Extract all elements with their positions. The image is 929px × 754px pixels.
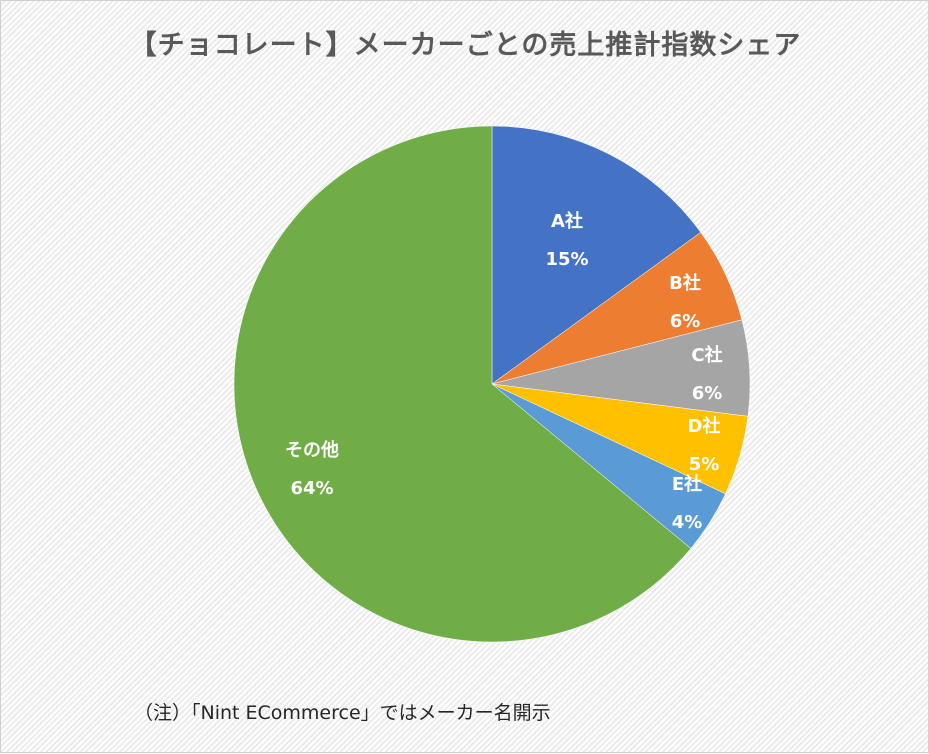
slice-label-category: E社: [672, 473, 702, 495]
slice-label-category: C社: [691, 344, 722, 366]
slice-label-percent: 6%: [670, 311, 701, 332]
slice-label-category: B社: [669, 272, 701, 294]
chart-title: 【チョコレート】メーカーごとの売上推計指数シェア: [129, 30, 802, 61]
slice-label-percent: 64%: [290, 478, 333, 499]
footnote: （注）「Nint ECommerce」ではメーカー名開示: [134, 702, 551, 724]
slice-label-percent: 15%: [545, 249, 588, 270]
slice-label-category: D社: [688, 415, 721, 437]
pie-slice-1: [491, 125, 702, 385]
slice-label-percent: 4%: [672, 512, 703, 533]
pie-slice-6: [233, 125, 692, 643]
slice-label-category: A社: [551, 210, 583, 232]
slice-label-percent: 6%: [692, 383, 723, 404]
slice-label-percent: 5%: [689, 454, 720, 475]
slice-label-category: その他: [285, 439, 339, 461]
